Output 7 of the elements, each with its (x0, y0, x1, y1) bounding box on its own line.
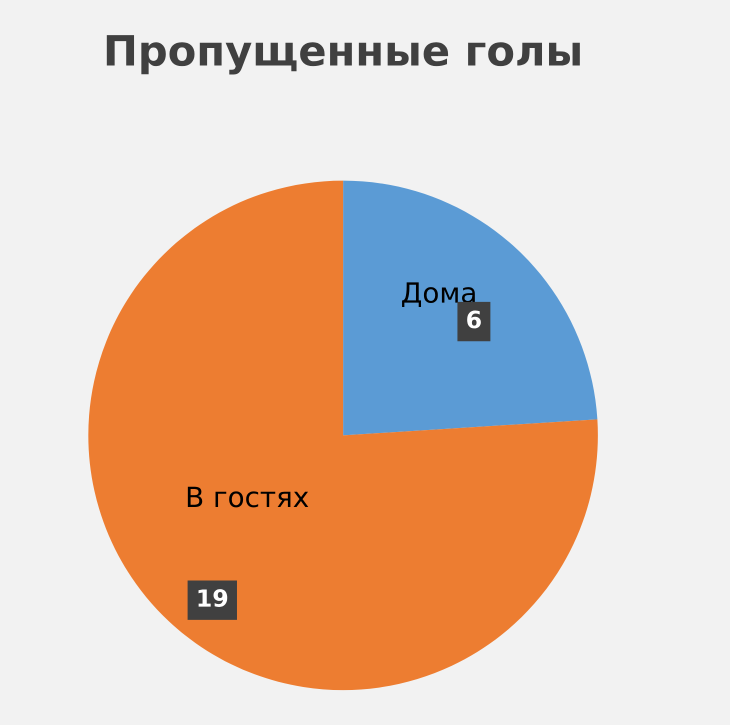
data-label: 6 (467, 310, 481, 328)
slice-label: В гостях (188, 486, 308, 508)
chart-title: Пропущенные голы (106, 35, 580, 75)
pie-slice (88, 180, 598, 690)
slice-label: Дома (402, 282, 475, 308)
data-label: 19 (198, 589, 228, 607)
pie-slice (343, 180, 598, 436)
